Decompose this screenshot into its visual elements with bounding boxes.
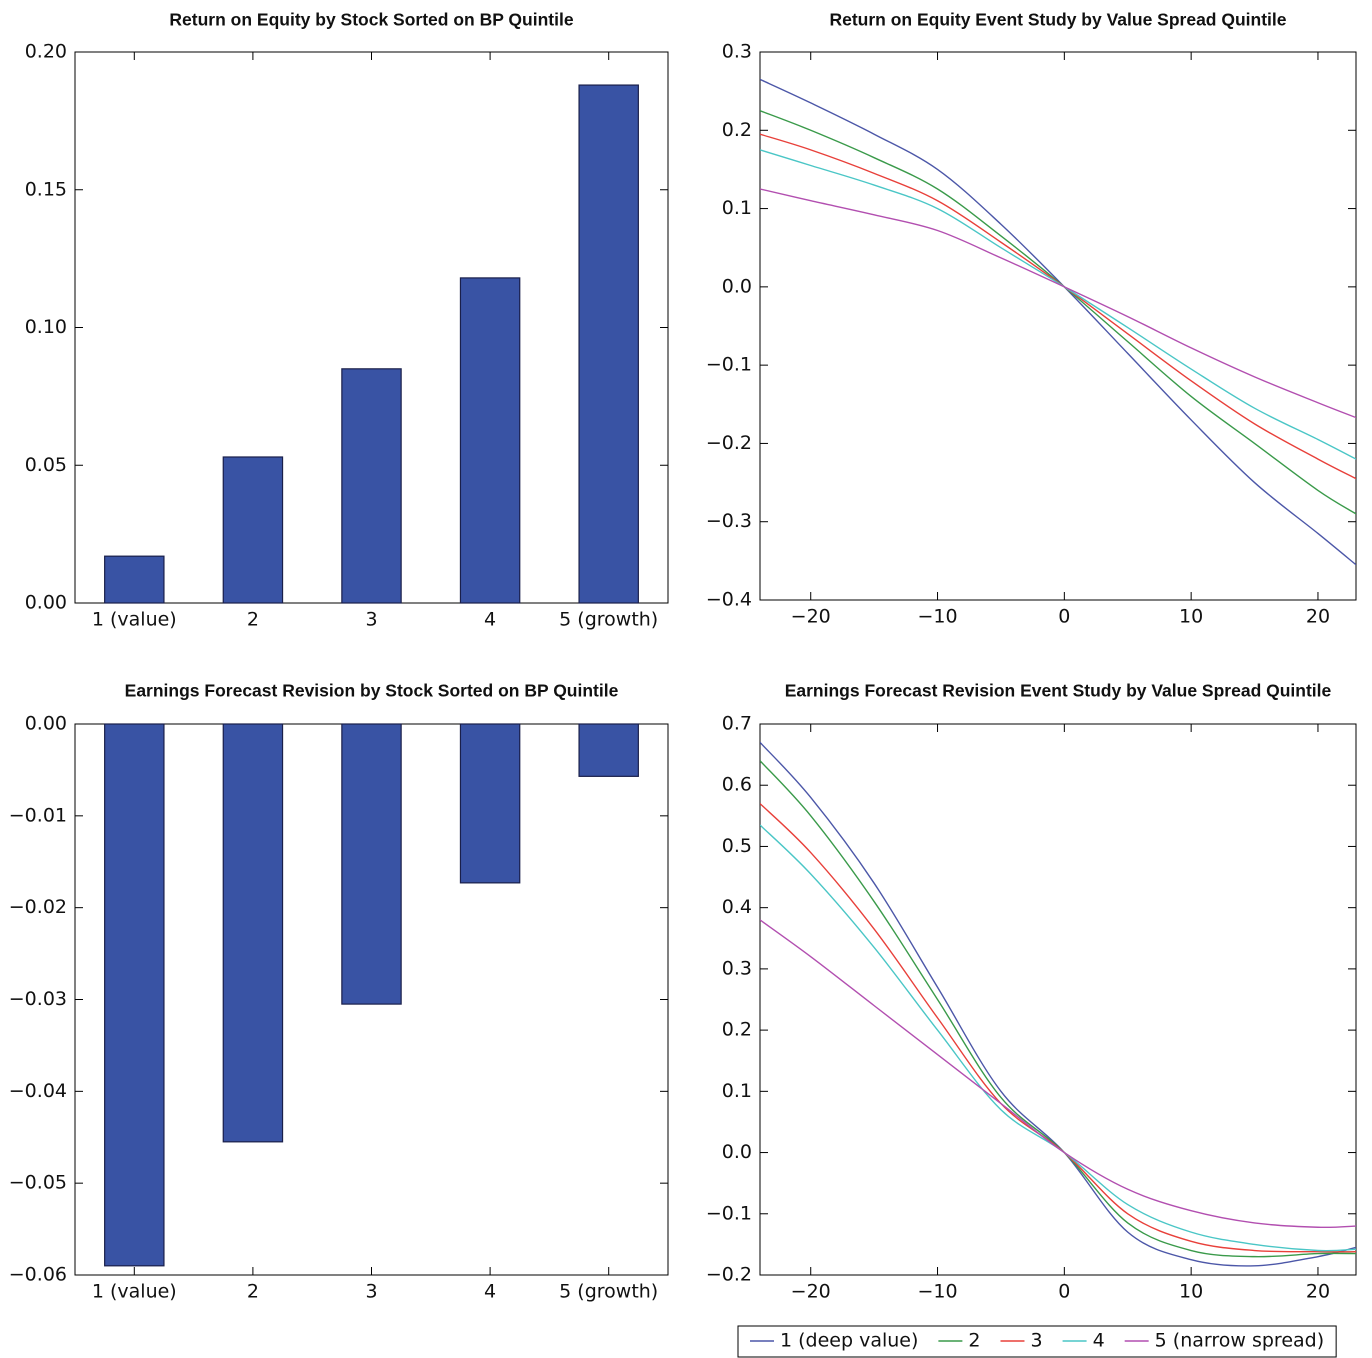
- bar: [459, 277, 521, 604]
- bar: [578, 84, 639, 604]
- y-tick-label: 0.2: [722, 119, 752, 141]
- x-tick-label: 10: [1179, 1281, 1203, 1303]
- x-tick-label: 5 (growth): [559, 1281, 658, 1303]
- x-tick-label: 4: [484, 609, 496, 631]
- series-line: [760, 741, 1356, 1267]
- series-line: [760, 803, 1356, 1253]
- y-tick-label: −0.2: [706, 432, 752, 454]
- legend-label: 4: [1093, 1330, 1105, 1352]
- y-tick-label: 0.1: [722, 197, 752, 219]
- chart-title: Return on Equity Event Study by Value Sp…: [829, 10, 1286, 30]
- series-line: [760, 188, 1356, 419]
- x-tick-label: 3: [365, 609, 377, 631]
- x-tick-label: 2: [247, 1281, 259, 1303]
- bar: [578, 723, 639, 777]
- x-tick-label: 5 (growth): [559, 609, 658, 631]
- x-tick-label: −10: [917, 606, 957, 628]
- y-tick-label: −0.04: [9, 1080, 67, 1102]
- y-tick-label: 0.00: [25, 592, 67, 614]
- legend-label: 3: [1030, 1330, 1042, 1352]
- y-tick-label: 0.15: [25, 178, 67, 200]
- y-tick-label: 0.6: [722, 774, 752, 796]
- bar: [341, 368, 402, 604]
- x-tick-label: −20: [791, 606, 831, 628]
- x-tick-label: −20: [791, 1281, 831, 1303]
- x-tick-label: 2: [247, 609, 259, 631]
- chart-title: Earnings Forecast Revision Event Study b…: [785, 681, 1332, 701]
- legend-frame: [737, 1325, 1337, 1358]
- series-line: [760, 149, 1356, 460]
- series-line: [760, 133, 1356, 480]
- y-tick-label: −0.01: [9, 804, 67, 826]
- y-tick-label: 0.5: [722, 835, 752, 857]
- plot-frame: [759, 51, 1357, 601]
- y-tick-label: 0.4: [722, 896, 752, 918]
- y-tick-label: 0.05: [25, 454, 67, 476]
- y-tick-label: 0.0: [722, 275, 752, 297]
- series-line: [760, 824, 1356, 1252]
- y-tick-label: 0.0: [722, 1141, 752, 1163]
- series-line: [760, 760, 1356, 1258]
- legend-label: 2: [968, 1330, 980, 1352]
- y-tick-label: 0.3: [722, 41, 752, 63]
- y-tick-label: −0.1: [706, 1202, 752, 1224]
- y-tick-label: −0.3: [706, 510, 752, 532]
- y-tick-label: −0.05: [9, 1172, 67, 1194]
- x-tick-label: 0: [1058, 606, 1070, 628]
- y-tick-label: 0.7: [722, 713, 752, 735]
- bar: [222, 456, 284, 604]
- y-tick-label: 0.00: [25, 713, 67, 735]
- y-tick-label: −0.1: [706, 354, 752, 376]
- y-tick-label: 0.2: [722, 1019, 752, 1041]
- bar: [459, 723, 521, 884]
- bar: [222, 723, 284, 1143]
- y-tick-label: −0.06: [9, 1264, 67, 1286]
- x-tick-label: −10: [917, 1281, 957, 1303]
- y-tick-label: −0.02: [9, 896, 67, 918]
- chart-title: Earnings Forecast Revision by Stock Sort…: [125, 681, 619, 701]
- x-tick-label: 20: [1306, 606, 1330, 628]
- y-tick-label: 0.10: [25, 316, 67, 338]
- y-tick-label: −0.4: [706, 589, 752, 611]
- y-tick-label: −0.03: [9, 988, 67, 1010]
- series-line: [760, 78, 1356, 566]
- legend-label: 1 (deep value): [780, 1330, 918, 1352]
- x-tick-label: 1 (value): [92, 609, 177, 631]
- y-tick-label: −0.2: [706, 1264, 752, 1286]
- plot-frame: [759, 723, 1357, 1276]
- bar: [104, 723, 165, 1267]
- x-tick-label: 1 (value): [92, 1281, 177, 1303]
- x-tick-label: 10: [1179, 606, 1203, 628]
- series-line: [760, 919, 1356, 1229]
- x-tick-label: 20: [1306, 1281, 1330, 1303]
- chart-title: Return on Equity by Stock Sorted on BP Q…: [169, 10, 573, 30]
- bar: [341, 723, 402, 1005]
- y-tick-label: 0.1: [722, 1080, 752, 1102]
- series-line: [760, 110, 1356, 515]
- legend-label: 5 (narrow spread): [1155, 1330, 1324, 1352]
- y-tick-label: 0.3: [722, 957, 752, 979]
- x-tick-label: 4: [484, 1281, 496, 1303]
- bar: [104, 555, 165, 604]
- x-tick-label: 0: [1058, 1281, 1070, 1303]
- y-tick-label: 0.20: [25, 41, 67, 63]
- x-tick-label: 3: [365, 1281, 377, 1303]
